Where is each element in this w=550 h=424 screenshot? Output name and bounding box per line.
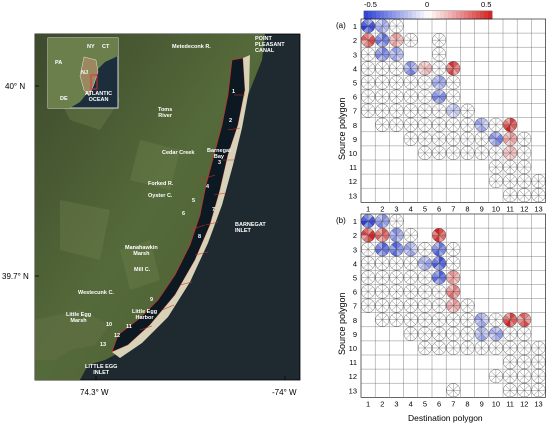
panel-a-label: (a)	[336, 21, 346, 30]
colorbar-swatch	[416, 11, 421, 19]
colorbar-swatch	[484, 11, 489, 19]
colorbar-swatch	[424, 11, 429, 19]
polygon-number-6: 6	[182, 211, 186, 217]
inset-label-pa: PA	[55, 60, 63, 66]
label-little-egg-harbor: Little Egg Harbor	[132, 309, 158, 321]
label-oyster-c: Oyster C.	[148, 193, 173, 199]
polygon-number-3: 3	[218, 160, 222, 166]
label-barnegat-bay: Barnegat Bay	[207, 148, 231, 160]
label-barnegat-inlet: BARNEGAT INLET	[235, 222, 266, 234]
polygon-number-2: 2	[229, 118, 233, 124]
x-axis-label: Destination polygon	[408, 413, 483, 423]
label-little-egg-inlet: LITTLE EGG INLET	[85, 364, 118, 376]
inset-label-ct: CT	[102, 44, 110, 50]
colorbar-swatch	[436, 11, 441, 19]
colorbar-swatch	[376, 11, 381, 19]
polygon-number-4: 4	[206, 184, 210, 190]
y-axis-label-b: Source polygon	[337, 292, 347, 355]
colorbar-swatch	[452, 11, 457, 19]
colorbar-swatch	[472, 11, 477, 19]
colorbar-swatch	[448, 11, 453, 19]
polygon-number-8: 8	[198, 234, 202, 240]
colorbar-swatch	[464, 11, 469, 19]
label-metedeconk: Metedeconk R.	[172, 44, 211, 50]
label-toms-river: Toms River	[158, 107, 173, 119]
colorbar-tick-neg: -0.5	[364, 0, 377, 9]
colorbar-swatch	[380, 11, 385, 19]
colorbar-swatch	[372, 11, 377, 19]
colorbar-swatch	[440, 11, 445, 19]
inset-label-de: DE	[60, 96, 68, 102]
colorbar-swatch	[420, 11, 425, 19]
polygon-number-9: 9	[150, 297, 154, 303]
polygon-number-11: 11	[126, 324, 132, 330]
colorbar-swatch	[384, 11, 389, 19]
polygon-number-10: 10	[106, 322, 113, 328]
colorbar-swatch	[396, 11, 401, 19]
label-cedar-creek: Cedar Creek	[162, 150, 195, 156]
polygon-number-5: 5	[192, 198, 196, 204]
colorbar-swatch	[488, 11, 493, 19]
polygon-number-12: 12	[114, 333, 121, 339]
polygon-number-1: 1	[232, 89, 236, 95]
colorbar-tick-zero: 0	[425, 0, 430, 9]
y-axis-label-a: Source polygon	[337, 97, 347, 160]
lat-label-40: 40° N	[5, 82, 26, 91]
colorbar-tick-pos: 0.5	[481, 0, 492, 9]
colorbar-swatch	[392, 11, 397, 19]
inset-label-ny: NY	[87, 44, 95, 50]
lat-ticks	[35, 85, 286, 380]
colorbar-swatch	[432, 11, 437, 19]
label-point-pleasant: POINT PLEASANT CANAL	[255, 36, 285, 54]
colorbar-swatch	[444, 11, 449, 19]
colorbar-swatch	[480, 11, 485, 19]
colorbar-swatch	[468, 11, 473, 19]
lon-label-74-3: 74.3° W	[80, 388, 109, 397]
colorbar-swatch	[460, 11, 465, 19]
label-westecunk: Westecunk C.	[78, 290, 114, 296]
polygon-boundaries	[139, 94, 245, 331]
colorbar-swatch	[476, 11, 481, 19]
colorbar-swatch	[364, 11, 369, 19]
inset-study-area	[90, 74, 98, 90]
colorbar-swatch	[408, 11, 413, 19]
inset-label-nj: NJ	[81, 70, 89, 76]
colorbar-swatch	[400, 11, 405, 19]
lat-label-39-7: 39.7° N	[2, 272, 29, 281]
inset-label-atlantic: ATLANTIC OCEAN	[85, 91, 113, 103]
colorbar-swatch	[368, 11, 373, 19]
polygon-number-13: 13	[100, 342, 107, 348]
colorbar-swatch	[412, 11, 417, 19]
land-texture	[50, 70, 180, 290]
land-area	[35, 34, 265, 380]
label-forked-r: Forked R.	[148, 181, 174, 187]
lower-land	[35, 310, 110, 360]
colorbar-swatch	[404, 11, 409, 19]
label-little-egg-marsh: Little Egg Marsh	[66, 312, 92, 324]
panel-b-label: (b)	[336, 216, 346, 225]
colorbar-swatch	[428, 11, 433, 19]
inset-nj	[79, 56, 99, 97]
lon-label-74: -74° W	[272, 388, 297, 397]
label-mill-c: Mill C.	[134, 267, 151, 273]
label-manahawkin: Manahawkin Marsh	[125, 245, 158, 257]
colorbar-swatch	[456, 11, 461, 19]
polygon-number-7: 7	[212, 207, 216, 213]
colorbar-swatch	[388, 11, 393, 19]
